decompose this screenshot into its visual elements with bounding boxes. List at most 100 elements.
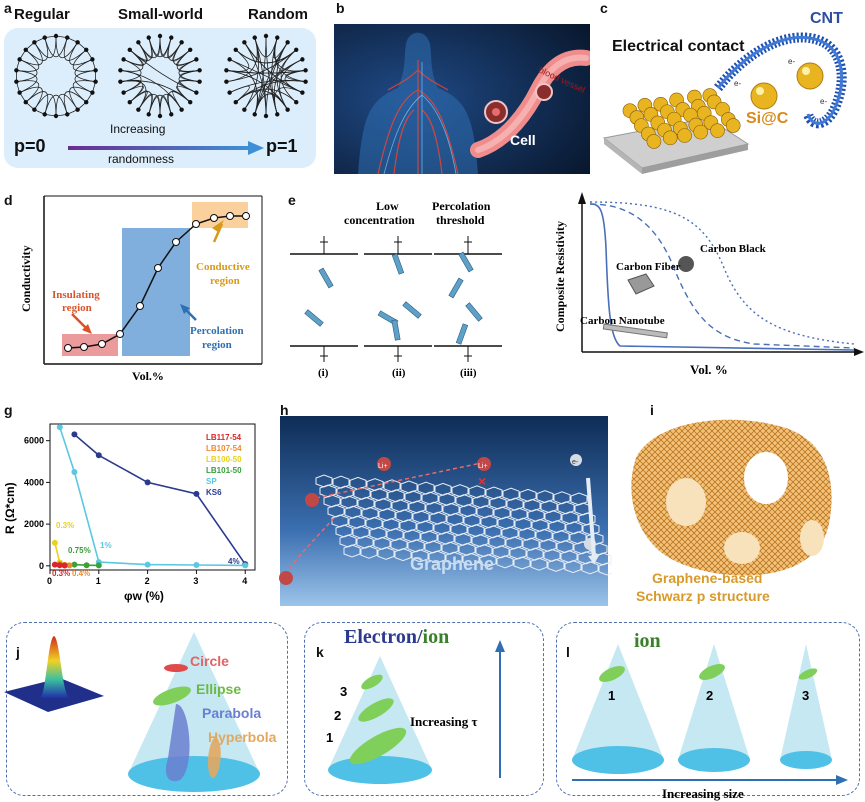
network-node [169,35,174,40]
network-edge [229,59,258,115]
network-node [294,99,299,105]
hex-cell [349,476,367,490]
randomness-arrow-bar [68,146,248,150]
network-edge [235,49,297,64]
ion-word: ion [422,626,450,648]
carbon-nanotube-rod [602,323,668,339]
graphene-illustration: Li+ Li+ e- × [279,416,612,606]
annotation: 0.3% [52,569,70,578]
hex-cell [378,508,396,522]
hex-cell [373,536,391,550]
hex-cell [370,488,388,502]
network-edge [244,37,259,59]
network-edge [235,91,259,115]
hex-cell [543,548,561,562]
hex-cell [509,546,527,560]
panel-label-h: h [280,402,289,418]
hex-cell [458,542,476,556]
network-node [53,33,59,39]
insulating-label-1: Insulating [52,289,100,301]
network-title-regular: Regular [14,6,70,23]
percolation-schematic: Low concentration Percolation threshold … [290,199,502,379]
si-particle [662,130,678,146]
network-node [179,40,184,45]
hex-cell [548,520,566,534]
hex-cell [513,556,531,570]
hex-cell [382,518,400,532]
section-2 [358,698,394,722]
percolation-label-1: Percolation [190,325,244,337]
network-node [90,90,95,95]
hex-cell [357,496,375,510]
hex-cell [416,520,434,534]
hex-cell [530,557,548,571]
li-ion-path-top [315,461,487,499]
hex-cell [557,501,575,515]
network-node [127,47,132,53]
label-i: (i) [318,367,329,379]
cone-body [128,632,260,774]
hex-cell [335,524,353,538]
data-point [51,561,58,568]
network-edge [254,93,288,115]
hex-cell [535,528,553,542]
panel-a: a Regular Small-world Random p=0 p=1 Inc… [0,0,320,175]
hex-cell [581,561,599,575]
network-node [285,40,290,45]
block-x: × [478,473,486,489]
network-node [233,47,238,53]
x-tick-label: 2 [145,576,150,586]
hex-cell [399,519,417,533]
li-label-1: Li+ [378,463,388,470]
panel-c: c Electrical contact CNT Si@C e- e- e- [598,0,865,175]
cnt-curve [589,203,855,351]
sigmoid-point [226,212,234,220]
panel-k-frame [304,622,544,796]
conic-sections: Circle Ellipse Parabola Hyperbola [4,632,277,792]
hex-cell [400,480,418,494]
hex-cell [407,539,425,553]
insulating-label-2: region [62,302,92,314]
cone-size: 1 2 3 Increasing size [572,644,848,801]
si-particle-cluster [622,88,741,149]
network-edge [173,42,197,66]
arrow-text-randomness: randomness [108,152,175,166]
network-random [224,33,308,119]
hex-cell [522,537,540,551]
resistance-chart: R (Ω*cm) φw (%) 0 1 2 3 4 0 2000 4000 6000 LB117-… [3,423,256,603]
network-edge [129,91,153,115]
annotation: 0.3% [56,521,74,530]
hex-cell [463,514,481,528]
sigmoid-point [154,264,162,272]
cone-base [128,756,260,792]
annotation: 0.75% [68,546,91,555]
label-ii: (ii) [392,367,406,379]
si-c-label: Si@C [746,110,789,127]
hex-cell [361,506,379,520]
g-xlabel: φw (%) [124,589,164,603]
legend-entry: LB100-50 [206,455,242,464]
hex-cell [450,522,468,536]
hex-cell [454,532,472,546]
panel-label-a: a [4,0,12,16]
e-ylabel: Composite Resistivity [553,221,567,332]
network-node [90,57,95,62]
network-node [65,112,70,117]
hex-cell [526,547,544,561]
schwarz-caption-2: Schwarz p structure [636,588,770,604]
network-edge [34,35,57,58]
panel-label-e: e [288,192,296,208]
li-label-2: Li+ [478,463,488,470]
gaussian-peak [40,636,70,698]
si-particle [693,124,708,140]
si-particle [677,128,692,143]
carbon-fiber-block [627,273,655,295]
hex-cell [485,486,503,500]
electrical-contact-title: Electrical contact [612,38,745,55]
hex-cell [343,544,361,558]
sigmoid-point [172,238,180,246]
network-node [121,90,126,95]
electron-ion-title: Electron/ion [344,626,449,649]
d-xlabel: Vol.% [132,369,164,383]
plot-frame [49,423,256,571]
